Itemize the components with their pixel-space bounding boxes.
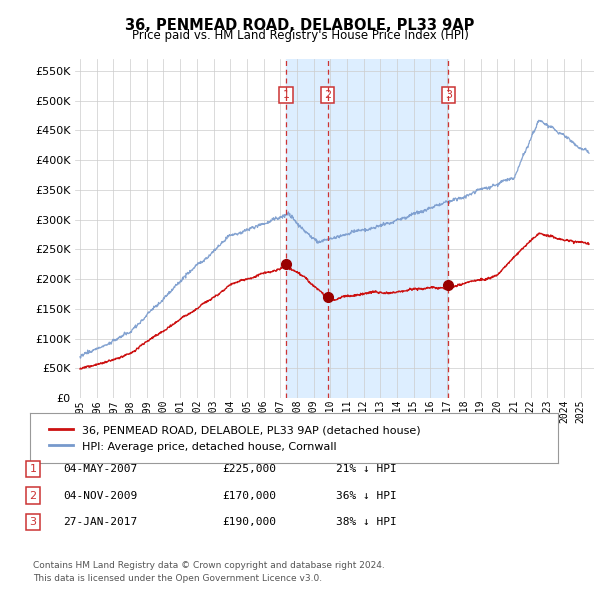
Text: 27-JAN-2017: 27-JAN-2017 xyxy=(63,517,137,527)
Text: 2: 2 xyxy=(29,491,37,500)
Text: £190,000: £190,000 xyxy=(222,517,276,527)
Text: 36, PENMEAD ROAD, DELABOLE, PL33 9AP: 36, PENMEAD ROAD, DELABOLE, PL33 9AP xyxy=(125,18,475,32)
Text: 21% ↓ HPI: 21% ↓ HPI xyxy=(336,464,397,474)
Text: 04-MAY-2007: 04-MAY-2007 xyxy=(63,464,137,474)
Bar xyxy=(286,59,448,398)
Text: 1: 1 xyxy=(283,90,290,100)
Legend: 36, PENMEAD ROAD, DELABOLE, PL33 9AP (detached house), HPI: Average price, detac: 36, PENMEAD ROAD, DELABOLE, PL33 9AP (de… xyxy=(41,417,428,460)
Text: £170,000: £170,000 xyxy=(222,491,276,500)
Text: Price paid vs. HM Land Registry's House Price Index (HPI): Price paid vs. HM Land Registry's House … xyxy=(131,30,469,42)
Text: 38% ↓ HPI: 38% ↓ HPI xyxy=(336,517,397,527)
Text: Contains HM Land Registry data © Crown copyright and database right 2024.
This d: Contains HM Land Registry data © Crown c… xyxy=(33,562,385,583)
Text: 3: 3 xyxy=(445,90,452,100)
Text: £225,000: £225,000 xyxy=(222,464,276,474)
Text: 3: 3 xyxy=(29,517,37,527)
Text: 04-NOV-2009: 04-NOV-2009 xyxy=(63,491,137,500)
Text: 1: 1 xyxy=(29,464,37,474)
Text: 2: 2 xyxy=(324,90,331,100)
Text: 36% ↓ HPI: 36% ↓ HPI xyxy=(336,491,397,500)
